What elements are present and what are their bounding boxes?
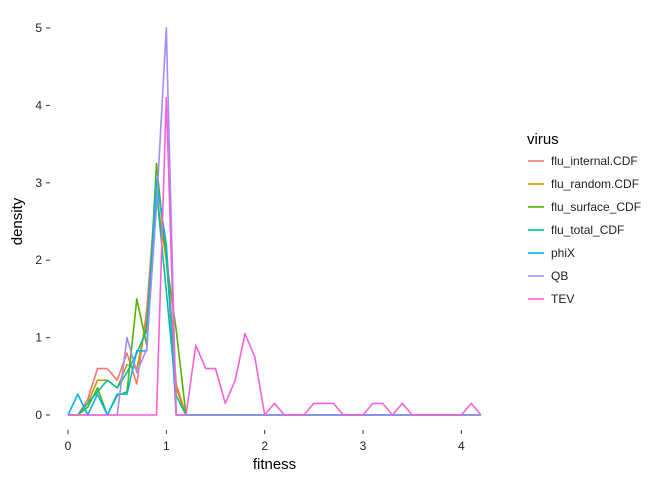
y-axis-ticks: 0 1 2 3 4 5 bbox=[35, 21, 50, 422]
y-tick-label: 0 bbox=[35, 408, 42, 422]
legend-label: flu_surface_CDF bbox=[551, 200, 641, 214]
x-tick-label: 2 bbox=[261, 439, 268, 453]
y-tick-label: 4 bbox=[35, 98, 42, 112]
x-tick-label: 0 bbox=[65, 439, 72, 453]
series-lines bbox=[67, 27, 482, 416]
legend: virus flu_internal.CDF flu_random.CDF flu_… bbox=[527, 131, 641, 306]
x-axis-title: fitness bbox=[253, 456, 296, 473]
y-tick-label: 3 bbox=[35, 176, 42, 190]
y-tick-label: 5 bbox=[35, 21, 42, 35]
legend-label: flu_internal.CDF bbox=[551, 154, 638, 168]
legend-label: phiX bbox=[551, 246, 575, 260]
x-tick-label: 1 bbox=[163, 439, 170, 453]
series-line bbox=[67, 178, 481, 416]
x-tick-label: 3 bbox=[360, 439, 367, 453]
y-axis-title: density bbox=[9, 197, 26, 245]
legend-label: QB bbox=[551, 269, 568, 283]
y-tick-label: 1 bbox=[35, 331, 42, 345]
legend-label: flu_total_CDF bbox=[551, 223, 624, 237]
x-tick-label: 4 bbox=[458, 439, 465, 453]
legend-label: flu_random.CDF bbox=[551, 177, 639, 191]
y-tick-label: 2 bbox=[35, 253, 42, 267]
series-line bbox=[68, 96, 482, 416]
legend-title: virus bbox=[527, 131, 559, 148]
legend-label: TEV bbox=[551, 292, 574, 306]
series-line bbox=[68, 162, 481, 416]
x-axis-ticks: 0 1 2 3 4 bbox=[65, 430, 465, 453]
